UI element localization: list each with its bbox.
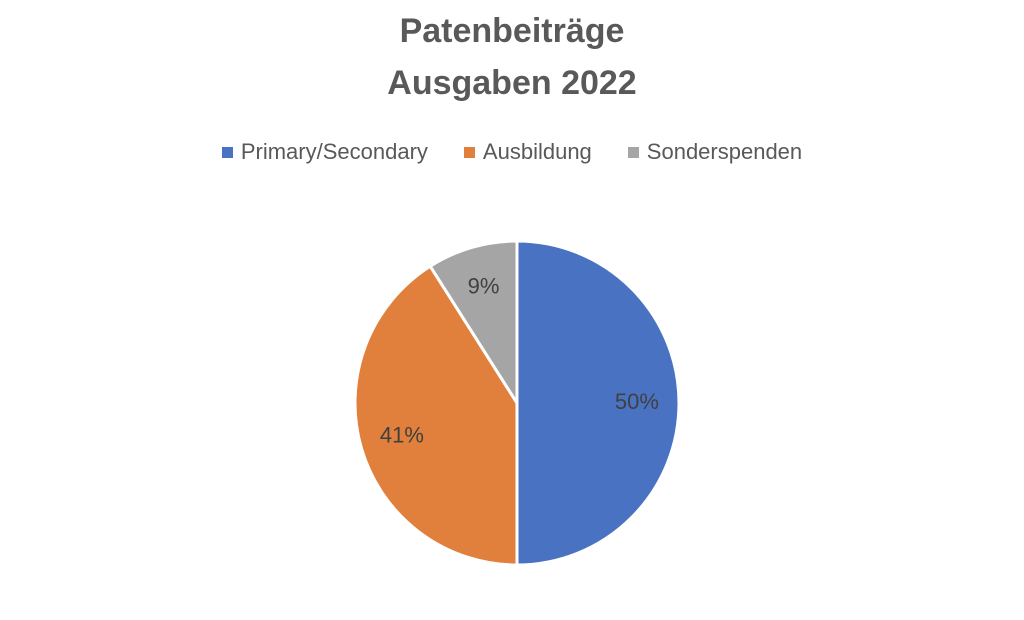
legend-item-sonderspenden: Sonderspenden <box>627 139 803 165</box>
data-label-ausbildung: 41% <box>380 422 424 447</box>
legend-swatch-sonderspenden <box>627 146 639 158</box>
pie-slice-primary-secondary <box>515 239 681 567</box>
pie-slice-sonderspenden <box>428 239 519 405</box>
legend-item-primary-secondary: Primary/Secondary <box>221 139 428 165</box>
chart-legend: Primary/Secondary Ausbildung Sonderspend… <box>0 139 1024 165</box>
chart-title: Patenbeiträge <box>399 12 625 50</box>
data-label-sonderspenden: 9% <box>468 274 500 299</box>
legend-label-primary-secondary: Primary/Secondary <box>240 139 428 164</box>
legend-swatch-primary-secondary <box>221 146 233 158</box>
legend-item-ausbildung: Ausbildung <box>463 139 592 165</box>
legend-label-sonderspenden: Sonderspenden <box>646 139 803 164</box>
legend-swatch-ausbildung <box>463 146 475 158</box>
data-label-primary-secondary: 50% <box>615 389 659 414</box>
legend-label-ausbildung: Ausbildung <box>482 139 592 164</box>
chart-subtitle: Ausgaben 2022 <box>387 64 637 102</box>
